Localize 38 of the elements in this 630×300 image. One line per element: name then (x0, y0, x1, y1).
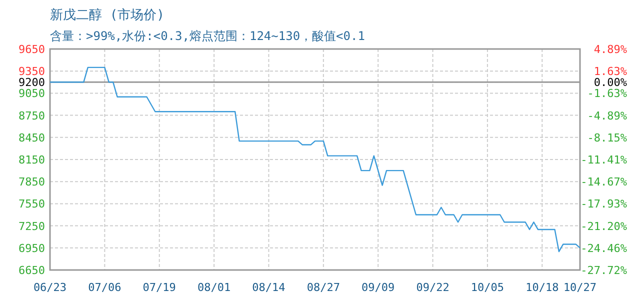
line-series (49, 66, 581, 252)
y-tick-label: 9050 (18, 87, 45, 100)
y2-tick-label: -17.93% (580, 198, 628, 211)
x-tick-label: 07/06 (88, 281, 122, 294)
x-tick-label: 10/18 (526, 281, 559, 294)
y2-tick-label: -4.89% (587, 109, 628, 122)
x-tick-label: 07/19 (142, 281, 176, 294)
x-tick-label: 08/27 (306, 281, 340, 294)
y-tick-label: 8150 (18, 154, 45, 166)
y2-tick-label: -14.67% (580, 176, 628, 189)
y-tick-label: 7850 (18, 176, 45, 189)
x-tick-label: 10/05 (470, 281, 504, 294)
y-tick-label: 8450 (18, 131, 45, 144)
y-tick-label: 9350 (18, 65, 45, 78)
y-tick-label: 8750 (18, 109, 45, 122)
y2-tick-label: 4.89% (594, 43, 628, 56)
y-tick-label: 6950 (18, 242, 45, 255)
y2-tick-label: -11.41% (580, 153, 628, 166)
y2-tick-label: 1.63% (594, 65, 628, 78)
y2-tick-label: -27.72% (580, 264, 628, 277)
x-tick-label: 09/09 (362, 281, 395, 294)
y2-tick-label: -8.15% (587, 131, 628, 144)
x-tick-label: 08/01 (197, 281, 231, 294)
x-tick-label: 06/23 (33, 281, 67, 294)
y-tick-label: 9200 (18, 76, 45, 90)
y2-tick-label: -24.46% (580, 242, 628, 255)
x-tick-label: 09/22 (416, 281, 450, 294)
y-tick-label: 9650 (18, 43, 45, 56)
y-tick-label: 7550 (18, 198, 45, 211)
y2-tick-label: 0.00% (594, 76, 628, 90)
y-tick-label: 6650 (18, 264, 45, 277)
chart-title: 新戊二醇 (市场价) (50, 8, 164, 23)
chart-subtitle: 含量：>99%,水份:<0.3,熔点范围：124~130，酸值<0.1 (50, 29, 365, 43)
y-tick-label: 7250 (18, 220, 45, 233)
y2-tick-label: -1.63% (587, 87, 628, 100)
y2-tick-label: -21.20% (580, 220, 628, 233)
x-tick-label: 08/14 (252, 281, 286, 294)
x-tick-label: 10/27 (563, 281, 597, 294)
